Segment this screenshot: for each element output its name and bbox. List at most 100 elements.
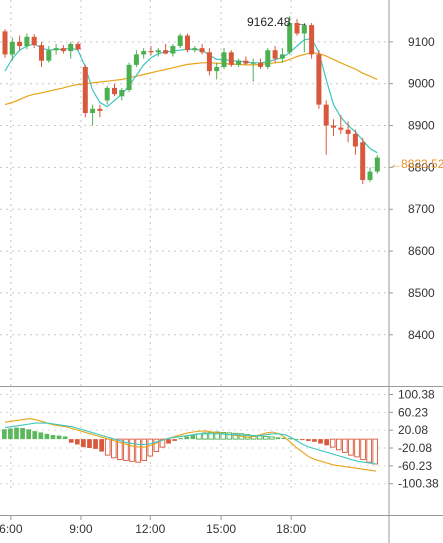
osc-bar: [226, 432, 233, 440]
price-tick-label: 8600: [408, 244, 435, 258]
price-tick-label: 8800: [408, 160, 435, 174]
candle: [214, 62, 220, 80]
candle-body: [119, 89, 125, 97]
osc-tick-label: 100.38: [398, 387, 435, 401]
candle-body: [323, 104, 329, 126]
osc-tick-label: -100.38: [398, 477, 439, 491]
price-tick-label: 9100: [408, 35, 435, 49]
candle-body: [192, 48, 198, 51]
time-tick-label: 9:00: [69, 522, 93, 536]
candle: [97, 104, 103, 118]
candle: [236, 58, 242, 67]
candle-body: [360, 142, 366, 180]
osc-bar: [312, 439, 317, 442]
candle: [177, 33, 183, 49]
candle: [9, 37, 15, 61]
osc-bar: [117, 438, 123, 461]
candle: [163, 43, 169, 55]
price-tick-label: 8700: [408, 202, 435, 216]
candle-body: [199, 48, 205, 53]
candle-body: [265, 50, 271, 67]
candle: [345, 121, 351, 143]
candle: [287, 15, 293, 55]
candle-body: [75, 43, 81, 50]
candle: [221, 48, 227, 70]
osc-bar: [256, 435, 263, 440]
candle: [141, 48, 147, 59]
candle-body: [82, 66, 88, 113]
candle: [90, 104, 96, 126]
candle: [243, 56, 249, 65]
osc-bar: [74, 439, 80, 445]
osc-bar: [20, 428, 25, 440]
candle-body: [112, 87, 117, 95]
candle-body: [301, 25, 307, 34]
candle-body: [163, 50, 169, 54]
candle-body: [206, 52, 212, 72]
candle: [148, 46, 154, 56]
osc-bar: [366, 438, 372, 463]
candle-body: [287, 23, 293, 53]
candle-body: [60, 48, 66, 52]
candle-body: [345, 129, 351, 134]
candle-body: [148, 51, 154, 53]
candle: [309, 23, 315, 59]
candle: [104, 85, 110, 105]
candle-body: [170, 46, 176, 54]
osc-bar: [372, 438, 379, 465]
candle: [185, 33, 190, 53]
osc-bar: [342, 438, 348, 453]
osc-bar: [178, 438, 184, 440]
candle: [2, 29, 8, 58]
candle-body: [294, 23, 300, 34]
candle: [31, 34, 37, 49]
osc-bar: [14, 427, 19, 440]
candle: [301, 25, 307, 53]
osc-bar: [99, 439, 104, 452]
candle: [323, 100, 329, 155]
candle-body: [39, 45, 44, 61]
candle: [17, 35, 23, 51]
candle-body: [126, 64, 132, 90]
candle-body: [374, 157, 380, 172]
candle-body: [90, 108, 96, 113]
osc-bar: [318, 439, 323, 444]
osc-bar: [32, 431, 38, 440]
osc-bar: [50, 435, 56, 440]
time-tick-label: 12:00: [135, 522, 165, 536]
candle-body: [221, 52, 227, 67]
candle-body: [68, 43, 74, 52]
candle-body: [2, 31, 8, 55]
candle: [265, 48, 271, 70]
osc-bar: [220, 431, 227, 440]
candle: [60, 45, 66, 54]
osc-bar: [190, 434, 196, 440]
candle: [352, 129, 358, 155]
candle: [250, 58, 256, 82]
osc-bar: [281, 437, 287, 440]
candle-body: [338, 127, 344, 130]
candle-body: [331, 125, 336, 128]
osc-bar: [87, 439, 92, 448]
candle-body: [316, 54, 322, 105]
osc-tick-label: 60.23: [398, 405, 428, 419]
osc-bar: [147, 438, 154, 457]
high-price-label: 9162.48: [247, 15, 291, 29]
candle-body: [352, 133, 358, 147]
candle: [316, 50, 322, 109]
candle: [24, 33, 30, 50]
candle-body: [133, 54, 139, 65]
candles: [2, 15, 380, 185]
candle-body: [309, 25, 315, 55]
osc-bar: [38, 432, 44, 440]
osc-bar: [8, 428, 13, 440]
osc-bar: [129, 438, 135, 462]
last-price-label: 8823.52: [401, 157, 443, 171]
moving-average-lines: [4, 37, 378, 154]
osc-bar: [56, 435, 62, 440]
candle: [367, 167, 373, 183]
osc-tick-label: 20.08: [398, 423, 428, 437]
osc-bar: [159, 438, 166, 448]
candle-body: [272, 50, 278, 59]
